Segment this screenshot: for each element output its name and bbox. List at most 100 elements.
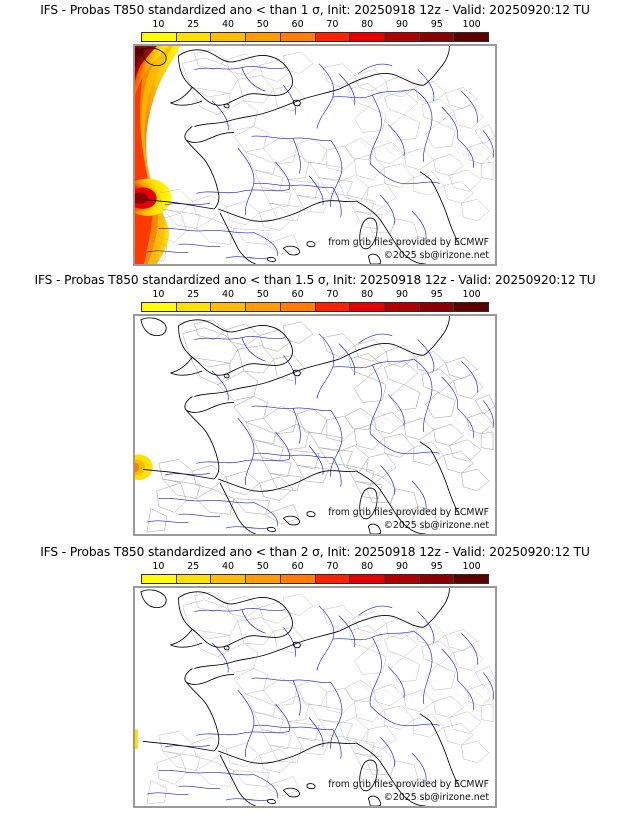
- map-panel-1[interactable]: from grib files provided by ECMWF ©2025 …: [133, 44, 497, 266]
- colorbar-gradient: [141, 32, 489, 42]
- map-copyright-line: ©2025 sb@irizone.net: [383, 520, 489, 531]
- coastlines-2: [140, 316, 460, 534]
- panel-3: IFS - Probas T850 standardized ano < tha…: [0, 542, 630, 808]
- coastlines-1: [140, 46, 460, 264]
- panel-1: IFS - Probas T850 standardized ano < tha…: [0, 0, 630, 266]
- colorbar-swatch-25: [176, 303, 212, 311]
- colorbar-swatch-50: [246, 303, 281, 311]
- colorbar-gradient-3: [141, 574, 489, 584]
- colorbar-swatch-10: [142, 33, 177, 41]
- map-graphic-3: [135, 588, 495, 806]
- probability-shading-2: [135, 454, 153, 480]
- colorbar-tick-4: 60: [291, 19, 304, 30]
- map-canvas-2: [135, 316, 495, 534]
- map-canvas-1: [135, 46, 495, 264]
- probability-shading-3: [135, 729, 138, 750]
- admin-boundaries-2: [146, 319, 495, 533]
- colorbar-tick-1: 25: [187, 19, 200, 30]
- colorbar-tick-5: 70: [326, 19, 339, 30]
- colorbar-tick-5: 70: [326, 289, 339, 300]
- colorbar-tick-labels-3: 10 25 40 50 60 70 80 90 95 100: [141, 561, 489, 574]
- colorbar-swatch-100: [454, 33, 489, 41]
- probability-shading-1: [135, 46, 181, 264]
- map-copyright-line: ©2025 sb@irizone.net: [383, 792, 489, 803]
- colorbar-swatch-90: [384, 575, 420, 583]
- colorbar-tick-3: 50: [256, 289, 269, 300]
- map-canvas-3: [135, 588, 495, 806]
- panel-1-colorbar: 10 25 40 50 60 70 80 90 95 100: [141, 19, 489, 42]
- colorbar-tick-2: 40: [221, 561, 235, 572]
- colorbar-swatch-70: [315, 303, 351, 311]
- panel-2-title: IFS - Probas T850 standardized ano < tha…: [34, 273, 596, 287]
- colorbar-swatch-60: [280, 575, 316, 583]
- map-attribution-line1: from grib files provided by ECMWF: [328, 237, 489, 248]
- colorbar-swatch-95: [419, 575, 455, 583]
- colorbar-swatch-40: [211, 33, 247, 41]
- colorbar-swatch-70: [315, 33, 351, 41]
- colorbar-tick-3: 50: [256, 561, 269, 572]
- colorbar-swatch-25: [176, 33, 212, 41]
- colorbar-tick-8: 95: [430, 289, 443, 300]
- colorbar-tick-7: 90: [395, 561, 409, 572]
- coastlines-3: [140, 588, 460, 806]
- panel-2: IFS - Probas T850 standardized ano < tha…: [0, 270, 630, 536]
- map-graphic-2: [135, 316, 495, 534]
- map-attribution-line1: from grib files provided by ECMWF: [328, 779, 489, 790]
- colorbar-swatch-70: [315, 575, 351, 583]
- colorbar-tick-5: 70: [326, 561, 339, 572]
- map-copyright-line: ©2025 sb@irizone.net: [383, 250, 489, 261]
- colorbar-tick-3: 50: [256, 19, 269, 30]
- colorbar-swatch-90: [384, 303, 420, 311]
- colorbar-swatch-100: [454, 575, 489, 583]
- panel-3-title: IFS - Probas T850 standardized ano < tha…: [40, 545, 590, 559]
- colorbar-swatch-60: [280, 303, 316, 311]
- colorbar-tick-7: 90: [395, 19, 409, 30]
- colorbar-swatch-80: [350, 33, 385, 41]
- map-graphic-1: [135, 46, 495, 264]
- colorbar-tick-8: 95: [430, 19, 443, 30]
- colorbar-tick-1: 25: [187, 289, 200, 300]
- colorbar-tick-0: 10: [152, 289, 165, 300]
- colorbar-tick-7: 90: [395, 289, 409, 300]
- colorbar-swatch-90: [384, 33, 420, 41]
- panel-2-colorbar: 10 25 40 50 60 70 80 90 95 100: [141, 289, 489, 312]
- colorbar-swatch-80: [350, 575, 385, 583]
- colorbar-swatch-50: [246, 575, 281, 583]
- panel-3-colorbar: 10 25 40 50 60 70 80 90 95 100: [141, 561, 489, 584]
- colorbar-swatch-10: [142, 303, 177, 311]
- colorbar-tick-6: 80: [361, 289, 374, 300]
- map-panel-3[interactable]: from grib files provided by ECMWF ©2025 …: [133, 586, 497, 808]
- colorbar-tick-4: 60: [291, 289, 304, 300]
- colorbar-swatch-60: [280, 33, 316, 41]
- map-panel-2[interactable]: from grib files provided by ECMWF ©2025 …: [133, 314, 497, 536]
- colorbar-swatch-40: [211, 575, 247, 583]
- colorbar-tick-9: 100: [462, 19, 481, 30]
- colorbar-tick-labels-2: 10 25 40 50 60 70 80 90 95 100: [141, 289, 489, 302]
- colorbar-swatch-80: [350, 303, 385, 311]
- rivers-2: [146, 333, 494, 529]
- panel-1-title: IFS - Probas T850 standardized ano < tha…: [40, 3, 590, 17]
- rivers-1: [146, 63, 494, 259]
- colorbar-tick-4: 60: [291, 561, 304, 572]
- colorbar-tick-8: 95: [430, 561, 443, 572]
- colorbar-tick-0: 10: [152, 19, 165, 30]
- colorbar-tick-6: 80: [361, 19, 374, 30]
- colorbar-tick-9: 100: [462, 561, 481, 572]
- colorbar-swatch-95: [419, 303, 455, 311]
- colorbar-gradient-2: [141, 302, 489, 312]
- colorbar-tick-1: 25: [187, 561, 200, 572]
- rivers-3: [146, 605, 494, 801]
- admin-boundaries-1: [146, 49, 495, 263]
- admin-boundaries-3: [146, 591, 495, 805]
- colorbar-swatch-95: [419, 33, 455, 41]
- map-attribution-line1: from grib files provided by ECMWF: [328, 507, 489, 518]
- colorbar-tick-0: 10: [152, 561, 165, 572]
- colorbar-tick-2: 40: [221, 19, 235, 30]
- colorbar-tick-labels: 10 25 40 50 60 70 80 90 95 100: [141, 19, 489, 32]
- colorbar-swatch-100: [454, 303, 489, 311]
- colorbar-tick-6: 80: [361, 561, 374, 572]
- colorbar-swatch-10: [142, 575, 177, 583]
- colorbar-swatch-50: [246, 33, 281, 41]
- colorbar-tick-2: 40: [221, 289, 235, 300]
- colorbar-swatch-25: [176, 575, 212, 583]
